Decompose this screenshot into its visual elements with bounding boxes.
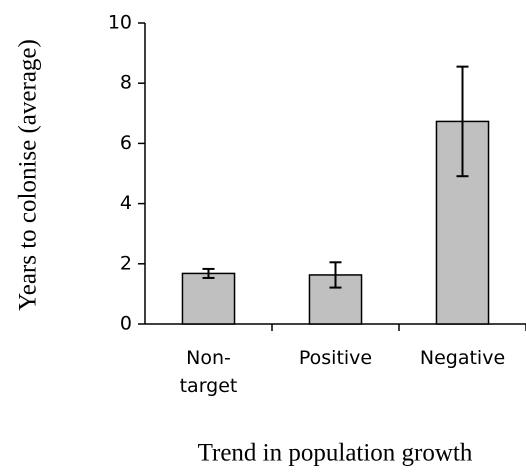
bar	[308, 274, 363, 325]
x-tick-label: Negative	[419, 347, 506, 369]
x-tick-label-box: Negative	[419, 347, 506, 369]
y-tick-label: 4	[120, 192, 132, 214]
y-tick-label: 2	[120, 252, 132, 274]
error-bar	[329, 261, 342, 289]
x-tick-label: Non-target	[179, 347, 238, 397]
y-tick-label: 8	[120, 72, 132, 94]
bar	[181, 272, 236, 325]
y-tick-label: 10	[108, 12, 132, 34]
x-axis-title: Trend in population growth	[198, 440, 473, 467]
error-bar	[202, 267, 215, 279]
y-tick-label: 0	[120, 313, 132, 335]
y-tick-label: 6	[120, 132, 132, 154]
x-tick-label: Positive	[298, 347, 373, 369]
x-tick-label-box: Non-target	[179, 347, 238, 397]
y-axis-title: Years to colonise (average)	[15, 39, 42, 311]
error-bar	[456, 65, 469, 178]
x-tick-label-box: Positive	[298, 347, 373, 369]
